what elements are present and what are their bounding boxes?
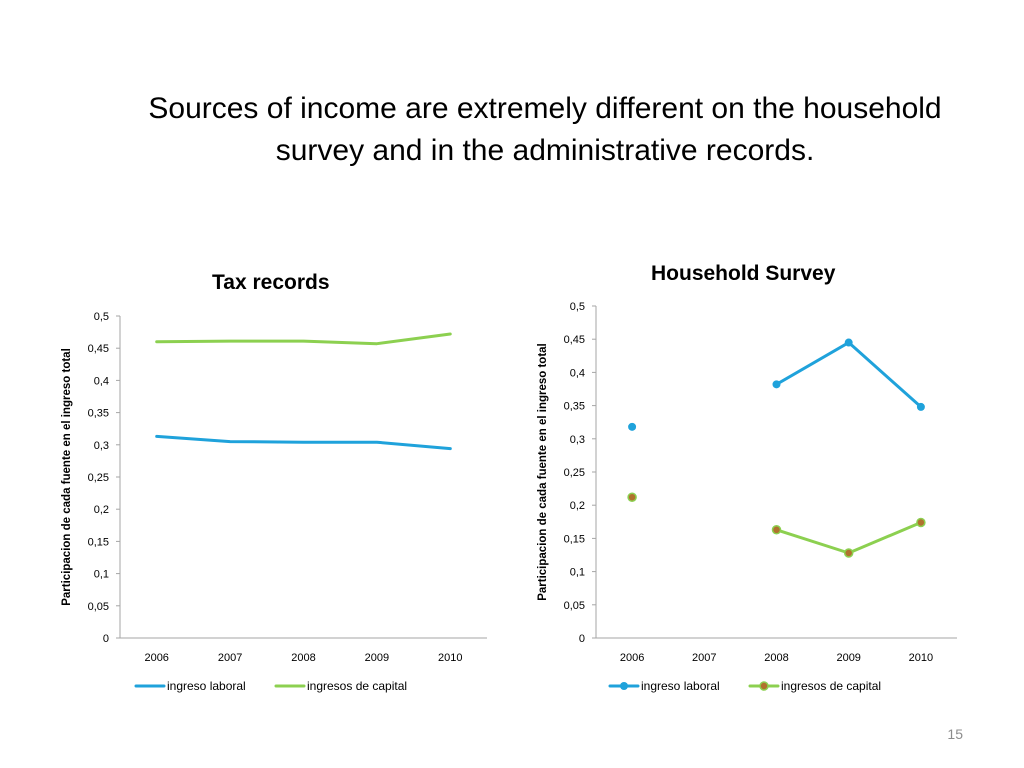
household-survey-chart-title: Household Survey	[651, 262, 836, 285]
hs-y-tick-label: 0,05	[564, 600, 585, 612]
tax-x-tick-label: 2007	[218, 652, 242, 664]
hs-x-tick-label: 2010	[909, 652, 933, 664]
hs-data-point-ingreso-laboral	[628, 422, 637, 431]
hs-y-tick-label: 0,3	[570, 434, 585, 446]
hs-data-point-ingreso-laboral	[844, 338, 853, 347]
tax-y-tick-label: 0,5	[94, 311, 109, 323]
hs-y-tick-label: 0,4	[570, 367, 585, 379]
tax-y-tick-label: 0,3	[94, 440, 109, 452]
hs-data-point-ingresos-de-capital	[916, 517, 926, 528]
hs-x-tick-label: 2008	[764, 652, 788, 664]
hs-data-point-ingresos-de-capital	[771, 525, 782, 535]
hs-data-point-ingresos-de-capital	[843, 548, 854, 558]
hs-legend-label-ingresos-de-capital: ingresos de capital	[781, 679, 881, 693]
tax-y-tick-label: 0,1	[94, 569, 109, 581]
slide-title: Sources of income are extremely differen…	[80, 88, 1010, 172]
hs-data-point-ingreso-laboral	[916, 402, 925, 411]
hs-y-tick-label: 0,5	[570, 301, 585, 313]
hs-x-tick-label: 2007	[692, 652, 716, 664]
hs-series-line-ingreso-laboral	[775, 341, 923, 409]
hs-y-tick-label: 0,35	[564, 401, 585, 413]
hs-x-tick-label: 2009	[836, 652, 860, 664]
hs-data-point-ingreso-laboral	[772, 380, 781, 389]
tax-y-axis-label: Participacion de cada fuente en el ingre…	[61, 348, 73, 606]
tax-series-line-ingresos-de-capital	[155, 332, 452, 346]
slide-title-line-2: survey and in the administrative records…	[275, 134, 815, 167]
tax-y-tick-label: 0,15	[88, 536, 109, 548]
tax-series-line-ingreso-laboral	[155, 434, 452, 451]
hs-y-tick-label: 0	[579, 633, 585, 645]
tax-y-tick-label: 0,25	[88, 472, 109, 484]
hs-y-tick-label: 0,45	[564, 334, 585, 346]
hs-y-tick-label: 0,2	[570, 500, 585, 512]
page-number: 15	[947, 726, 963, 742]
hs-legend-label-ingreso-laboral: ingreso laboral	[641, 679, 720, 693]
hs-x-tick-label: 2006	[620, 652, 644, 664]
hs-legend-marker-ingreso-laboral	[620, 682, 628, 690]
tax-y-tick-label: 0,05	[88, 601, 109, 613]
tax-y-tick-label: 0,4	[94, 375, 109, 387]
tax-y-tick-label: 0,2	[94, 504, 109, 516]
tax-x-tick-label: 2010	[438, 652, 462, 664]
hs-y-tick-label: 0,15	[564, 533, 585, 545]
tax-records-chart-title: Tax records	[212, 271, 330, 294]
tax-x-tick-label: 2006	[144, 652, 168, 664]
tax-legend-label-ingreso-laboral: ingreso laboral	[167, 679, 246, 693]
hs-y-tick-label: 0,1	[570, 567, 585, 579]
tax-y-tick-label: 0	[103, 633, 109, 645]
hs-data-point-ingresos-de-capital	[627, 492, 637, 502]
hs-legend-marker-ingresos-de-capital	[759, 681, 769, 691]
tax-legend-label-ingresos-de-capital: ingresos de capital	[307, 679, 407, 693]
hs-y-axis-label: Participacion de cada fuente en el ingre…	[537, 343, 549, 601]
tax-y-tick-label: 0,35	[88, 408, 109, 420]
slide-title-line-1: Sources of income are extremely differen…	[148, 92, 942, 125]
hs-y-tick-label: 0,25	[564, 467, 585, 479]
tax-x-tick-label: 2008	[291, 652, 315, 664]
tax-x-tick-label: 2009	[365, 652, 389, 664]
tax-y-tick-label: 0,45	[88, 343, 109, 355]
